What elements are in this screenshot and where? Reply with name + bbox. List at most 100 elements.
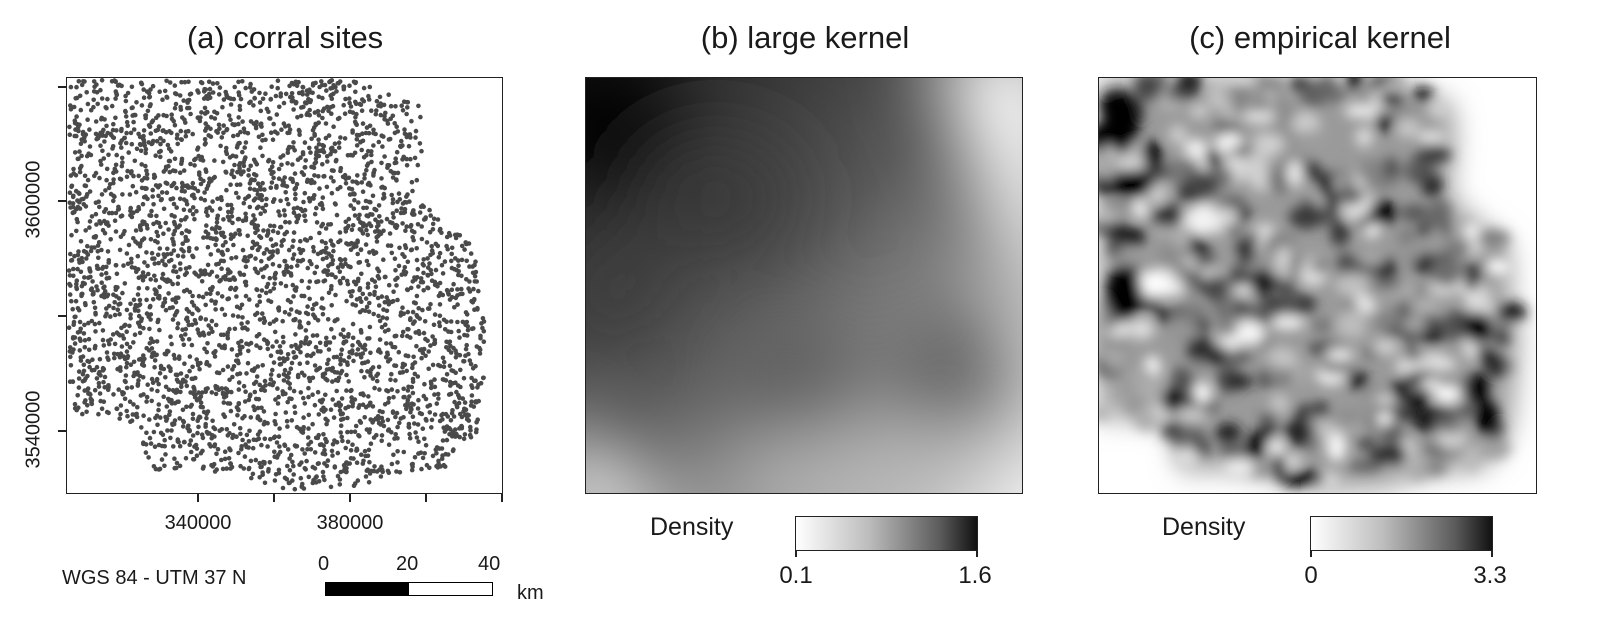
corral-site-point — [321, 405, 326, 411]
corral-site-point — [88, 248, 94, 254]
corral-site-point — [128, 316, 133, 321]
corral-site-point — [297, 462, 302, 468]
corral-site-point — [438, 226, 443, 232]
corral-site-point — [164, 78, 169, 84]
corral-site-point — [277, 356, 282, 361]
x-tick — [197, 494, 199, 502]
corral-site-point — [183, 332, 188, 337]
corral-site-point — [148, 317, 153, 322]
corral-site-point — [176, 354, 182, 359]
corral-site-point — [112, 300, 117, 305]
corral-site-point — [82, 344, 88, 350]
corral-site-point — [389, 192, 395, 198]
corral-site-point — [280, 392, 286, 397]
corral-site-point — [276, 166, 282, 172]
corral-site-point — [345, 153, 351, 158]
corral-site-point — [68, 251, 73, 257]
corral-site-point — [220, 466, 226, 472]
corral-site-point — [319, 200, 324, 206]
corral-site-point — [95, 243, 101, 248]
corral-site-point — [228, 96, 234, 101]
corral-site-point — [81, 331, 87, 336]
corral-site-point — [102, 117, 107, 122]
corral-site-point — [100, 266, 105, 271]
corral-site-point — [219, 266, 224, 271]
corral-site-point — [219, 306, 225, 312]
corral-site-point — [124, 329, 129, 334]
corral-site-point — [281, 378, 287, 383]
corral-site-point — [135, 253, 141, 259]
corral-site-point — [240, 325, 245, 331]
corral-site-point — [268, 289, 273, 294]
corral-site-point — [268, 97, 273, 102]
corral-site-point — [243, 215, 249, 220]
corral-site-point — [76, 385, 82, 390]
corral-site-point — [254, 374, 260, 379]
corral-site-point — [353, 303, 359, 308]
corral-site-point — [464, 412, 470, 417]
corral-site-point — [462, 432, 468, 437]
corral-site-point — [437, 320, 442, 325]
corral-site-point — [141, 440, 146, 446]
corral-site-point — [80, 259, 85, 265]
corral-site-point — [222, 456, 228, 462]
corral-site-point — [355, 180, 360, 186]
large-kernel-raster — [586, 78, 1022, 493]
corral-site-point — [74, 216, 80, 222]
corral-site-point — [272, 197, 277, 202]
corral-site-point — [72, 253, 77, 259]
corral-site-point — [99, 247, 104, 253]
corral-site-point — [400, 157, 405, 162]
corral-site-point — [302, 190, 308, 196]
corral-site-point — [405, 259, 411, 265]
corral-site-point — [346, 332, 351, 337]
corral-site-point — [131, 119, 136, 125]
corral-site-point — [469, 326, 475, 332]
corral-site-point — [85, 252, 91, 257]
corral-site-point — [382, 117, 387, 122]
corral-site-point — [417, 141, 423, 146]
corral-site-point — [331, 179, 336, 184]
corral-site-point — [481, 339, 487, 345]
corral-site-point — [212, 354, 218, 359]
corral-site-point — [435, 284, 440, 289]
corral-site-point — [371, 173, 376, 178]
corral-site-point — [110, 332, 116, 337]
corral-site-point — [246, 445, 251, 450]
corral-site-point — [79, 153, 84, 159]
corral-site-point — [323, 416, 328, 422]
corral-site-point — [242, 129, 248, 135]
corral-site-point — [141, 236, 147, 241]
corral-site-point — [166, 227, 171, 232]
corral-site-point — [213, 391, 219, 397]
corral-site-point — [230, 122, 235, 127]
corral-site-point — [87, 267, 93, 273]
corral-site-point — [302, 401, 308, 406]
corral-site-point — [350, 442, 355, 448]
corral-site-point — [431, 341, 437, 347]
corral-site-point — [154, 213, 159, 219]
corral-site-point — [194, 208, 199, 214]
corral-site-point — [192, 388, 197, 393]
corral-site-point — [287, 386, 293, 391]
corral-site-point — [322, 447, 327, 453]
corral-site-point — [112, 341, 118, 347]
corral-site-point — [238, 351, 243, 356]
corral-site-point — [116, 296, 122, 301]
corral-site-point — [137, 141, 143, 147]
corral-site-point — [122, 281, 128, 286]
corral-site-point — [203, 209, 209, 215]
corral-site-point — [259, 405, 264, 411]
corral-site-point — [441, 359, 447, 365]
corral-site-point — [278, 91, 284, 96]
corral-site-point — [341, 86, 347, 92]
corral-site-point — [338, 423, 344, 429]
corral-site-point — [287, 480, 292, 486]
corral-site-point — [467, 358, 473, 363]
corral-site-point — [71, 166, 76, 172]
corral-site-point — [252, 407, 257, 413]
corral-site-point — [104, 409, 110, 415]
corral-site-point — [429, 381, 434, 387]
corral-site-point — [431, 216, 437, 222]
corral-site-point — [211, 350, 216, 356]
